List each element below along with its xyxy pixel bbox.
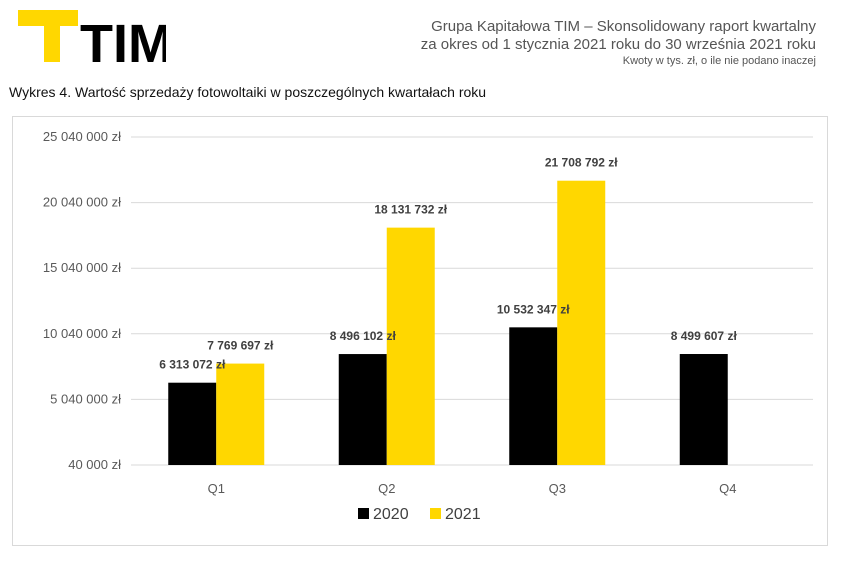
bar-2020-q1: [168, 382, 217, 465]
report-title-line1: Grupa Kapitałowa TIM – Skonsolidowany ra…: [431, 18, 816, 35]
bar-2020-q4: [679, 354, 728, 465]
data-label: 7 769 697 zł: [207, 339, 274, 353]
data-label: 21 708 792 zł: [545, 156, 618, 170]
chart-frame: 40 000 zł 5 040 000 zł 10 040 000 zł 15 040…: [12, 116, 828, 546]
data-label: 8 496 102 zł: [330, 329, 397, 343]
y-tick-label: 40 000 zł: [68, 457, 121, 472]
x-category-label: Q1: [208, 481, 225, 496]
x-category-label: Q2: [378, 481, 395, 496]
x-category-label: Q3: [549, 481, 566, 496]
bar-2021-q3: [557, 180, 606, 465]
y-tick-label: 10 040 000 zł: [43, 326, 121, 341]
x-category-label: Q4: [719, 481, 736, 496]
y-tick-label: 5 040 000 zł: [50, 391, 121, 406]
bar-chart: 40 000 zł 5 040 000 zł 10 040 000 zł 15 040…: [43, 129, 813, 523]
bar-2020-q3: [509, 327, 558, 465]
legend-swatch-2021: [430, 508, 441, 519]
legend-label-2020: 2020: [373, 506, 409, 523]
bar-2021-q2: [386, 227, 435, 465]
legend-swatch-2020: [358, 508, 369, 519]
data-label: 6 313 072 zł: [159, 358, 226, 372]
y-tick-label: 20 040 000 zł: [43, 195, 121, 210]
report-header: Grupa Kapitałowa TIM – Skonsolidowany ra…: [421, 18, 816, 68]
y-tick-label: 25 040 000 zł: [43, 129, 121, 144]
y-tick-label: 15 040 000 zł: [43, 260, 121, 275]
report-title-line2: za okres od 1 stycznia 2021 roku do 30 w…: [420, 36, 816, 53]
legend-label-2021: 2021: [445, 506, 481, 523]
report-amount-note: Kwoty w tys. zł, o ile nie podano inacze…: [622, 55, 816, 67]
data-label: 8 499 607 zł: [671, 329, 738, 343]
data-label: 18 131 732 zł: [374, 203, 447, 217]
bar-2021-q1: [216, 363, 265, 465]
tim-logo: TIM: [18, 10, 166, 66]
data-label: 10 532 347 zł: [497, 302, 570, 316]
logo-text: TIM: [80, 14, 166, 66]
logo-t-shape: [18, 10, 78, 62]
chart-caption: Wykres 4. Wartość sprzedaży fotowoltaiki…: [9, 84, 487, 100]
bar-2020-q2: [338, 354, 387, 465]
